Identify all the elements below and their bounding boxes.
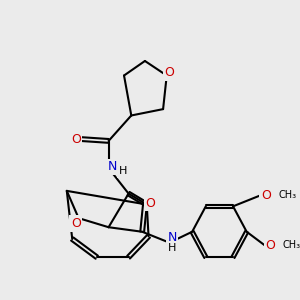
Text: O: O: [164, 66, 174, 79]
Text: O: O: [261, 189, 271, 202]
Text: N: N: [108, 160, 117, 173]
Text: H: H: [167, 243, 176, 253]
Text: O: O: [265, 239, 275, 252]
Text: O: O: [71, 133, 81, 146]
Text: O: O: [71, 217, 81, 230]
Text: O: O: [146, 196, 155, 210]
Text: H: H: [118, 166, 127, 176]
Text: CH₃: CH₃: [278, 190, 296, 200]
Text: CH₃: CH₃: [283, 240, 300, 250]
Text: N: N: [167, 231, 177, 244]
